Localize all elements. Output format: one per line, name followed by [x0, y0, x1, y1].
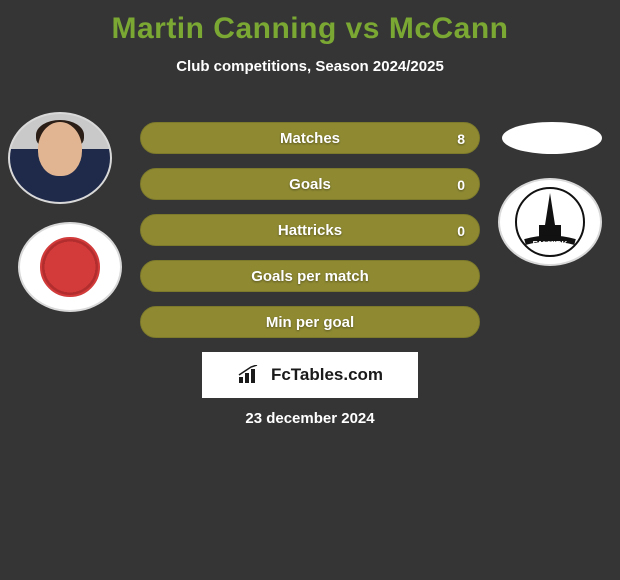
player-avatar-right: [502, 122, 602, 154]
stat-label: Matches: [141, 123, 479, 154]
bar-chart-icon: [237, 365, 265, 385]
club-badge-left: [18, 222, 122, 312]
comparison-card: Martin Canning vs McCann Club competitio…: [0, 0, 620, 580]
stats-list: Matches 8 Goals 0 Hattricks 0 Goals per …: [140, 122, 480, 352]
club-badge-right: FALKIRK: [498, 178, 602, 266]
page-title: Martin Canning vs McCann: [0, 0, 620, 46]
stat-label: Goals per match: [141, 261, 479, 292]
branding-text: FcTables.com: [271, 365, 383, 385]
stat-row: Min per goal: [140, 306, 480, 338]
branding-badge: FcTables.com: [202, 352, 418, 398]
stat-value-right: 0: [457, 169, 465, 200]
stat-value-right: 8: [457, 123, 465, 154]
stat-row: Goals per match: [140, 260, 480, 292]
stat-label: Goals: [141, 169, 479, 200]
stat-label: Min per goal: [141, 307, 479, 338]
stat-row: Goals 0: [140, 168, 480, 200]
svg-text:FALKIRK: FALKIRK: [533, 240, 568, 249]
stat-value-right: 0: [457, 215, 465, 246]
stat-row: Matches 8: [140, 122, 480, 154]
subtitle: Club competitions, Season 2024/2025: [0, 58, 620, 75]
stat-row: Hattricks 0: [140, 214, 480, 246]
generation-date: 23 december 2024: [0, 410, 620, 427]
stat-label: Hattricks: [141, 215, 479, 246]
player-avatar-left: [8, 112, 112, 204]
falkirk-badge-icon: FALKIRK: [515, 187, 585, 257]
